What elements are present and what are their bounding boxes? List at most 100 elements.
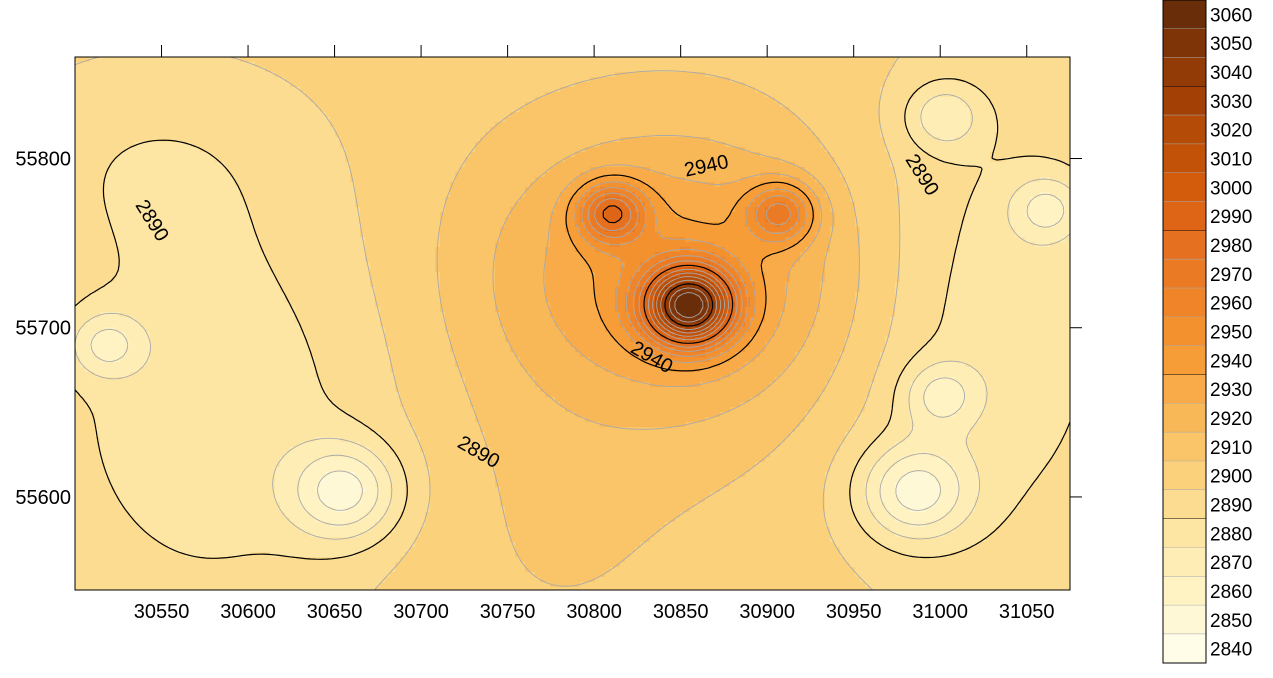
contour-cell	[365, 97, 371, 103]
contour-cell	[470, 77, 476, 83]
contour-cell	[350, 107, 356, 113]
contour-cell	[230, 112, 236, 118]
contour-cell	[840, 152, 846, 158]
contour-cell	[260, 157, 266, 163]
contour-cell	[855, 67, 861, 73]
contour-cell	[960, 57, 966, 63]
contour-cell	[830, 117, 836, 123]
contour-cell	[1065, 107, 1070, 113]
contour-cell	[970, 112, 976, 118]
contour-cell	[725, 57, 731, 63]
contour-cell	[935, 72, 941, 78]
contour-cell	[925, 177, 931, 183]
contour-cell	[105, 57, 111, 63]
contour-cell	[640, 67, 646, 73]
contour-cell	[1005, 132, 1011, 138]
contour-cell	[960, 162, 966, 168]
contour-cell	[690, 152, 696, 158]
contour-cell	[825, 97, 831, 103]
contour-cell	[215, 97, 221, 103]
contour-cell	[1005, 72, 1011, 78]
contour-cell	[900, 142, 906, 148]
contour-cell	[900, 62, 906, 68]
contour-cell	[115, 152, 121, 158]
contour-cell	[260, 62, 266, 68]
contour-cell	[1065, 72, 1070, 78]
contour-cell	[865, 167, 871, 173]
contour-cell	[170, 122, 176, 128]
contour-cell	[315, 147, 321, 153]
contour-cell	[995, 117, 1001, 123]
contour-cell	[195, 142, 201, 148]
contour-cell	[610, 112, 616, 118]
contour-cell	[155, 102, 161, 108]
contour-cell	[795, 87, 801, 93]
contour-cell	[405, 162, 411, 168]
contour-cell	[575, 117, 581, 123]
contour-cell	[370, 62, 376, 68]
contour-cell	[885, 107, 891, 113]
contour-cell	[990, 147, 996, 153]
contour-cell	[850, 82, 856, 88]
contour-cell	[925, 167, 931, 173]
contour-cell	[500, 177, 506, 183]
contour-cell	[305, 87, 311, 93]
contour-cell	[890, 82, 896, 88]
contour-cell	[880, 137, 886, 143]
contour-cell	[855, 62, 861, 68]
contour-cell	[1030, 62, 1036, 68]
contour-cell	[1060, 117, 1066, 123]
contour-cell	[680, 172, 686, 178]
contour-cell	[435, 117, 441, 123]
contour-cell	[170, 142, 176, 148]
contour-cell	[480, 127, 486, 133]
contour-cell	[205, 92, 211, 98]
contour-cell	[215, 87, 221, 93]
contour-cell	[1005, 82, 1011, 88]
contour-cell	[160, 147, 166, 153]
contour-cell	[630, 147, 636, 153]
contour-cell	[225, 82, 231, 88]
contour-cell	[765, 112, 771, 118]
contour-cell	[405, 97, 411, 103]
contour-cell	[170, 92, 176, 98]
contour-cell	[995, 142, 1001, 148]
contour-cell	[810, 57, 816, 63]
contour-cell	[640, 82, 646, 88]
contour-cell	[210, 177, 216, 183]
contour-cell	[610, 62, 616, 68]
contour-cell	[755, 57, 761, 63]
contour-cell	[690, 67, 696, 73]
contour-cell	[710, 97, 716, 103]
contour-cell	[910, 157, 916, 163]
contour-cell	[435, 127, 441, 133]
contour-cell	[1040, 152, 1046, 158]
contour-cell	[760, 172, 766, 178]
contour-cell	[835, 147, 841, 153]
contour-cell	[100, 127, 106, 133]
contour-cell	[825, 77, 831, 83]
contour-cell	[570, 72, 576, 78]
contour-cell	[205, 177, 211, 183]
contour-cell	[155, 172, 161, 178]
contour-cell	[570, 102, 576, 108]
contour-cell	[645, 117, 651, 123]
contour-cell	[585, 132, 591, 138]
contour-cell	[915, 72, 921, 78]
contour-cell	[565, 107, 571, 113]
contour-cell	[460, 67, 466, 73]
contour-cell	[820, 57, 826, 63]
contour-cell	[355, 97, 361, 103]
contour-cell	[365, 122, 371, 128]
contour-cell	[365, 142, 371, 148]
contour-cell	[965, 132, 971, 138]
contour-cell	[610, 57, 616, 63]
contour-cell	[165, 57, 171, 63]
contour-cell	[80, 82, 86, 88]
contour-cell	[680, 107, 686, 113]
contour-cell	[325, 177, 331, 183]
contour-cell	[720, 62, 726, 68]
contour-cell	[535, 92, 541, 98]
contour-cell	[90, 102, 96, 108]
contour-cell	[840, 122, 846, 128]
